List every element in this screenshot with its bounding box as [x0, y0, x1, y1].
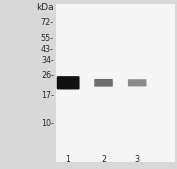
- Text: 55-: 55-: [41, 33, 54, 43]
- Text: 26-: 26-: [41, 71, 54, 80]
- Text: kDa: kDa: [36, 3, 54, 12]
- Text: 3: 3: [135, 155, 140, 164]
- Text: 2: 2: [101, 155, 106, 164]
- Text: 17-: 17-: [41, 91, 54, 100]
- Text: 34-: 34-: [41, 56, 54, 65]
- Text: 10-: 10-: [41, 119, 54, 128]
- Text: 1: 1: [66, 155, 71, 164]
- FancyBboxPatch shape: [94, 79, 113, 87]
- FancyBboxPatch shape: [57, 76, 79, 90]
- Text: 72-: 72-: [41, 18, 54, 27]
- FancyBboxPatch shape: [128, 79, 147, 86]
- FancyBboxPatch shape: [56, 4, 175, 162]
- Text: 43-: 43-: [41, 44, 54, 54]
